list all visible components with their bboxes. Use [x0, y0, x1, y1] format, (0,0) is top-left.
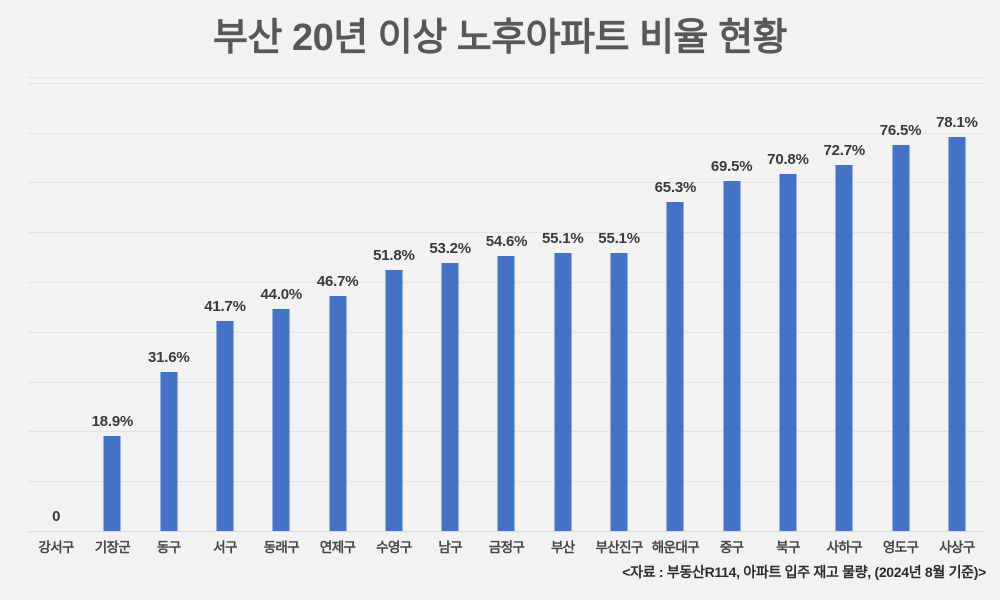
bar-value-label: 55.1%: [542, 230, 584, 248]
bar-value-label: 31.6%: [147, 348, 190, 366]
bar-slot[interactable]: 53.2%: [422, 78, 478, 531]
page-title: 부산 20년 이상 노후아파트 비율 현황: [213, 17, 788, 59]
gridline: [28, 232, 985, 233]
bar[interactable]: [554, 253, 572, 531]
bar-value-label: 65.3%: [654, 178, 697, 196]
bar-slot[interactable]: 44.0%: [253, 78, 309, 531]
bar-slot[interactable]: 54.6%: [478, 78, 534, 531]
bar-value-label: 41.7%: [204, 297, 246, 315]
bar-value-label: 54.6%: [485, 232, 528, 250]
bar[interactable]: [723, 180, 741, 531]
bar-value-label: 70.8%: [767, 151, 809, 169]
bars-group: 0 18.9% 31.6% 41.7% 44.0% 46.7% 51.8% 53.2% 54.6…: [28, 78, 985, 531]
x-axis-label: 수영구: [376, 540, 412, 555]
gridline: [28, 83, 985, 84]
title-divider: [28, 77, 985, 78]
bar[interactable]: [779, 174, 797, 531]
gridline: [28, 531, 985, 532]
bar-slot[interactable]: 0: [28, 78, 84, 531]
bar-slot[interactable]: 65.3%: [647, 78, 703, 531]
x-axis-label: 강서구: [38, 540, 74, 555]
bar-value-label: 55.1%: [598, 230, 640, 248]
bar[interactable]: [272, 309, 290, 531]
bar-slot[interactable]: 55.1%: [591, 78, 647, 531]
x-axis-label: 사하구: [826, 540, 863, 555]
bar-slot[interactable]: 70.8%: [760, 78, 816, 531]
x-axis-label: 남구: [438, 540, 462, 555]
bar-value-label: 44.0%: [260, 286, 303, 304]
x-axis-labels-group: 강서구 기장군 동구 서구 동래구 연제구 수영구 남구 금정구 부산 부산진구 해운대구 중구 북구 사하…: [28, 536, 985, 562]
bar[interactable]: [329, 295, 347, 531]
bar-value-label: 18.9%: [91, 412, 134, 430]
bar-slot[interactable]: 78.1%: [929, 78, 985, 531]
x-axis-label: 영도구: [882, 540, 919, 555]
bar-value-label: 76.5%: [879, 122, 922, 140]
bar[interactable]: [160, 371, 178, 531]
bar-slot[interactable]: 31.6%: [141, 78, 197, 531]
bar[interactable]: [948, 137, 966, 531]
plot-area: 0 18.9% 31.6% 41.7% 44.0% 46.7% 51.8% 53.2% 54.6…: [28, 78, 985, 532]
bar-value-label: 53.2%: [429, 239, 471, 257]
gridline: [28, 133, 985, 134]
bar[interactable]: [892, 145, 910, 531]
x-axis-label: 연제구: [319, 540, 356, 555]
x-axis-label: 북구: [776, 540, 800, 555]
x-axis-label: 서구: [213, 540, 237, 555]
x-axis-label: 동래구: [263, 540, 300, 555]
bar[interactable]: [385, 269, 403, 531]
bar-value-label: 46.7%: [316, 272, 359, 290]
bar-slot[interactable]: 55.1%: [535, 78, 591, 531]
bar-value-label: 78.1%: [936, 114, 978, 132]
bar-slot[interactable]: 51.8%: [366, 78, 422, 531]
x-axis-label: 사상구: [939, 540, 975, 555]
bar-slot[interactable]: 46.7%: [309, 78, 365, 531]
bar-value-label: 0: [52, 508, 61, 525]
bar-value-label: 51.8%: [373, 246, 415, 264]
x-axis-label: 부산: [550, 540, 575, 555]
x-axis-label: 부산진구: [595, 540, 643, 555]
source-note: <자료 : 부동산R114, 아파트 입주 재고 물량, (2024년 8월 기…: [622, 564, 986, 580]
bar[interactable]: [441, 262, 459, 531]
bar[interactable]: [610, 253, 628, 531]
gridline: [28, 182, 985, 183]
bar[interactable]: [103, 435, 121, 531]
bar[interactable]: [497, 255, 515, 531]
bar-slot[interactable]: 72.7%: [816, 78, 872, 531]
bar-slot[interactable]: 18.9%: [84, 78, 140, 531]
bar[interactable]: [835, 164, 853, 531]
bar[interactable]: [666, 201, 684, 531]
bar[interactable]: [216, 320, 234, 531]
bar-value-label: 72.7%: [823, 141, 866, 159]
x-axis-label: 기장군: [94, 540, 131, 555]
x-axis-label: 동구: [156, 540, 181, 555]
bar-slot[interactable]: 41.7%: [197, 78, 253, 531]
bar-slot[interactable]: 69.5%: [704, 78, 760, 531]
x-axis-label: 금정구: [488, 540, 525, 555]
x-axis-label: 해운대구: [651, 540, 700, 555]
bar-value-label: 69.5%: [710, 157, 753, 175]
bar-slot[interactable]: 76.5%: [872, 78, 928, 531]
x-axis-label: 중구: [719, 540, 744, 555]
